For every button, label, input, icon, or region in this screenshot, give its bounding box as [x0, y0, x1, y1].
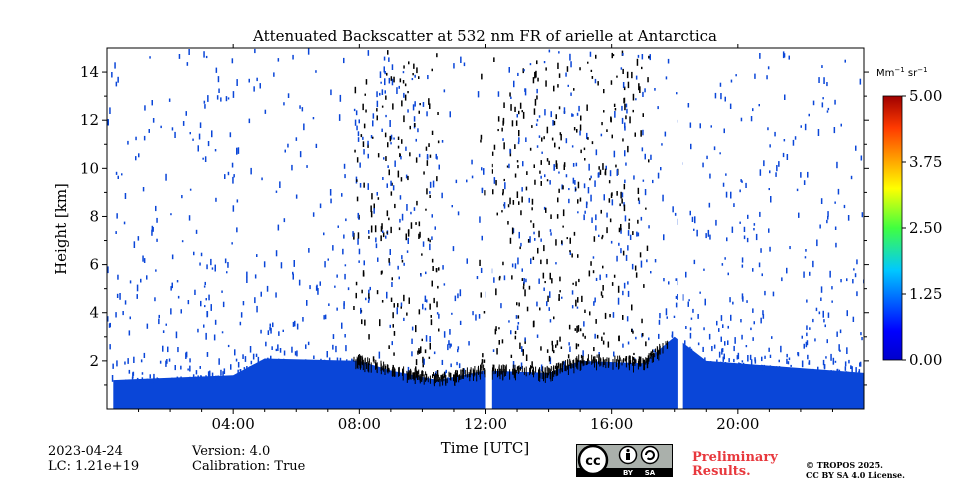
x-axis-label: Time [UTC] — [441, 439, 530, 457]
colorbar-tick-label: 2.50 — [909, 219, 942, 237]
y-axis-label: Height [km] — [52, 183, 70, 275]
version-label: Version: 4.0 — [192, 444, 271, 459]
x-tick-label: 20:00 — [716, 415, 759, 433]
y-tick-label: 14 — [80, 63, 99, 81]
colorbar-tick-label: 1.25 — [909, 285, 942, 303]
colorbar-tick-label: 0.00 — [909, 351, 942, 369]
y-tick-label: 8 — [89, 207, 99, 225]
preliminary-label: Preliminary — [692, 450, 778, 465]
copyright-label: © TROPOS 2025. — [806, 460, 883, 470]
license-label: CC BY SA 4.0 License. — [806, 470, 905, 480]
colorbar-tick-label: 5.00 — [909, 87, 942, 105]
y-tick-label: 10 — [80, 159, 99, 177]
svg-text:cc: cc — [585, 454, 600, 469]
colorbar-gradient — [882, 95, 903, 361]
y-tick-label: 6 — [89, 256, 99, 274]
x-tick-label: 16:00 — [590, 415, 633, 433]
x-tick-label: 04:00 — [212, 415, 255, 433]
data-gap — [485, 48, 492, 409]
colorbar: 0.00 1.25 2.50 3.75 5.00 Mm−1 sr−1 — [876, 66, 942, 369]
chart-title: Attenuated Backscatter at 532 nm FR of a… — [252, 27, 717, 45]
y-tick-label: 2 — [89, 352, 99, 370]
x-tick-label: 08:00 — [338, 415, 381, 433]
lc-label: LC: 1.21e+19 — [48, 459, 140, 474]
svg-text:BY: BY — [623, 469, 634, 477]
calibration-label: Calibration: True — [192, 459, 306, 474]
y-tick-label: 12 — [80, 111, 99, 129]
colorbar-unit: Mm−1 sr−1 — [876, 66, 928, 79]
results-label: Results. — [692, 464, 751, 479]
y-tick-label: 4 — [89, 304, 99, 322]
date-label: 2023-04-24 — [48, 444, 123, 459]
colorbar-tick-label: 3.75 — [909, 153, 942, 171]
plot-area — [107, 48, 864, 409]
data-gap — [677, 48, 683, 409]
cc-by-sa-icon: cc BY SA — [576, 444, 673, 477]
svg-text:SA: SA — [645, 469, 656, 477]
x-tick-label: 12:00 — [464, 415, 507, 433]
axis-ticks: 04:00 08:00 12:00 16:00 20:00 2 4 6 8 10 12 14 — [80, 44, 869, 433]
